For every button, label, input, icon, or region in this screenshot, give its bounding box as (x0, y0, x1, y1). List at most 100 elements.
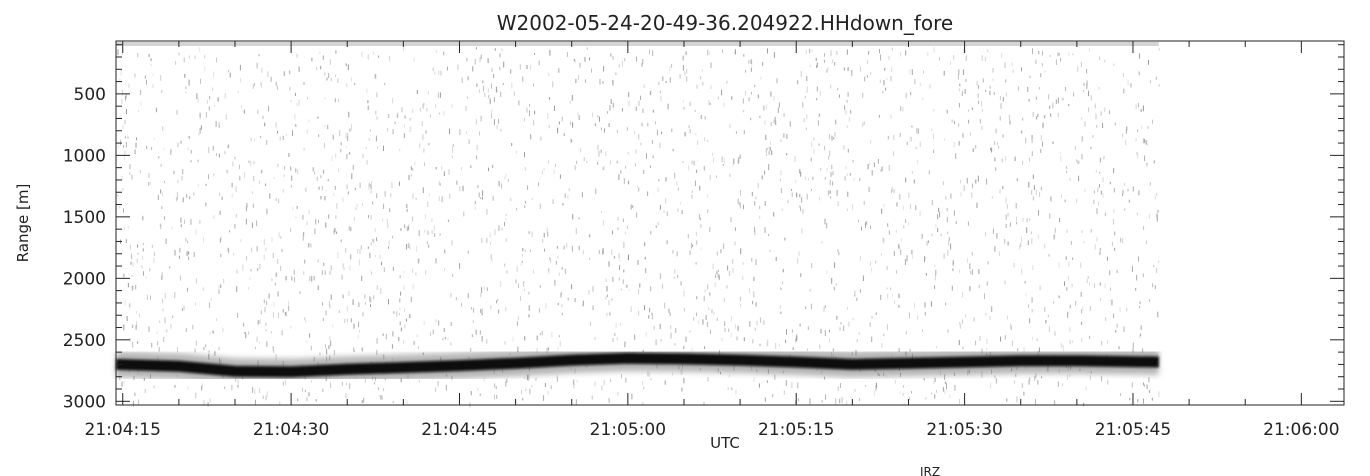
speckle-mark (1111, 241, 1113, 247)
speckle-mark (689, 250, 691, 256)
speckle-mark (1104, 283, 1106, 288)
speckle-mark (700, 115, 702, 119)
speckle-mark (942, 386, 944, 392)
speckle-mark (183, 57, 185, 63)
speckle-mark (690, 242, 692, 249)
speckle-mark (734, 241, 736, 246)
speckle-mark (348, 111, 350, 118)
speckle-mark (908, 192, 910, 199)
speckle-mark (882, 91, 884, 94)
speckle-mark (506, 378, 508, 383)
speckle-mark (559, 340, 561, 347)
speckle-mark (162, 191, 164, 197)
speckle-mark (1066, 165, 1068, 169)
speckle-mark (345, 247, 347, 253)
speckle-mark (971, 252, 973, 256)
speckle-mark (1013, 380, 1015, 384)
speckle-mark (343, 267, 345, 271)
speckle-mark (518, 283, 520, 289)
speckle-mark (1060, 156, 1062, 162)
speckle-mark (138, 110, 140, 113)
speckle-mark (486, 339, 488, 344)
speckle-mark (846, 99, 848, 103)
speckle-mark (708, 307, 710, 311)
speckle-mark (473, 307, 475, 313)
speckle-mark (333, 349, 335, 356)
speckle-mark (1096, 237, 1098, 242)
speckle-mark (1033, 185, 1035, 190)
speckle-mark (254, 388, 256, 395)
speckle-mark (520, 263, 522, 266)
speckle-mark (197, 183, 199, 187)
speckle-mark (795, 179, 797, 183)
speckle-mark (714, 282, 716, 288)
speckle-mark (391, 344, 393, 349)
speckle-mark (512, 336, 514, 342)
speckle-mark (655, 339, 657, 346)
speckle-mark (840, 383, 841, 388)
speckle-mark (424, 162, 425, 166)
speckle-mark (1035, 399, 1036, 405)
speckle-mark (444, 249, 446, 254)
speckle-mark (645, 332, 647, 337)
speckle-mark (224, 386, 226, 389)
speckle-mark (681, 387, 683, 392)
speckle-mark (903, 385, 904, 388)
speckle-mark (881, 343, 883, 348)
speckle-mark (242, 264, 244, 271)
speckle-mark (995, 128, 997, 134)
speckle-mark (612, 80, 614, 86)
speckle-mark (216, 57, 218, 63)
speckle-mark (1062, 97, 1064, 101)
speckle-mark (181, 175, 183, 181)
speckle-mark (898, 305, 900, 308)
speckle-mark (832, 59, 833, 63)
speckle-mark (717, 272, 719, 278)
speckle-mark (399, 307, 401, 311)
speckle-mark (1028, 181, 1030, 188)
speckle-mark (528, 291, 530, 295)
speckle-mark (1076, 198, 1078, 203)
speckle-mark (1088, 48, 1090, 52)
speckle-mark (289, 70, 291, 75)
speckle-mark (745, 70, 747, 73)
speckle-mark (874, 391, 876, 397)
speckle-mark (899, 133, 901, 137)
speckle-mark (266, 391, 268, 397)
speckle-mark (821, 241, 823, 244)
speckle-mark (894, 379, 896, 384)
speckle-mark (406, 399, 408, 405)
speckle-mark (947, 329, 949, 333)
speckle-mark (427, 230, 429, 235)
speckle-mark (433, 225, 435, 231)
speckle-mark (947, 231, 949, 234)
speckle-mark (560, 292, 562, 298)
speckle-mark (136, 258, 138, 263)
speckle-mark (367, 100, 369, 104)
speckle-mark (504, 263, 506, 267)
speckle-mark (139, 169, 141, 174)
speckle-mark (438, 181, 440, 185)
speckle-mark (731, 96, 733, 100)
speckle-mark (510, 69, 512, 74)
speckle-mark (123, 324, 125, 331)
speckle-mark (533, 120, 535, 126)
speckle-mark (575, 399, 577, 405)
speckle-mark (528, 374, 530, 381)
speckle-mark (759, 317, 761, 323)
speckle-mark (477, 185, 479, 189)
speckle-mark (834, 62, 836, 66)
speckle-mark (1137, 399, 1139, 403)
speckle-mark (387, 222, 389, 229)
speckle-mark (762, 62, 764, 66)
speckle-mark (649, 49, 650, 55)
speckle-mark (702, 319, 704, 325)
speckle-mark (324, 270, 326, 276)
speckle-mark (552, 199, 554, 204)
speckle-mark (523, 281, 525, 284)
speckle-mark (905, 218, 907, 224)
speckle-mark (944, 381, 946, 384)
speckle-mark (684, 132, 686, 137)
speckle-mark (280, 265, 282, 271)
speckle-mark (132, 262, 134, 267)
